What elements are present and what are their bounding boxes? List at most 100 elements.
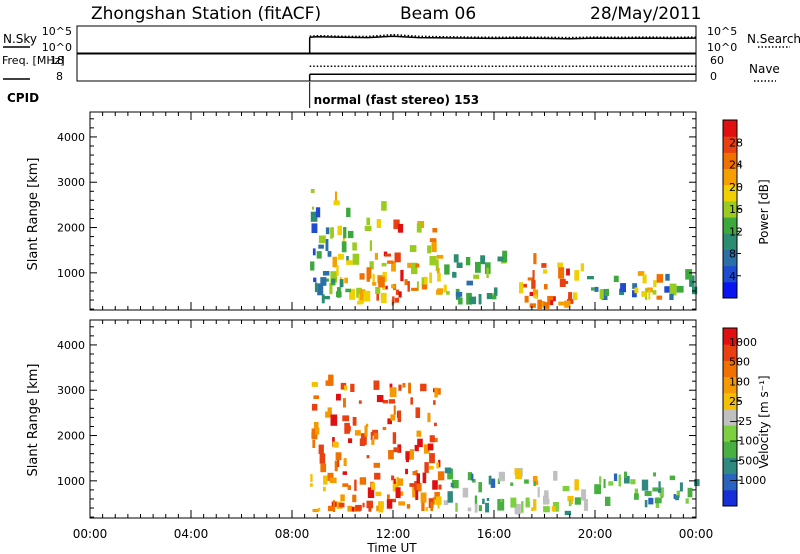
power-cell [580,263,584,272]
velocity-colorbar-segment [723,473,737,491]
velocity-colorbar-tick-label: −100 [729,435,759,448]
power-cell [369,261,374,270]
velocity-cell [430,502,433,511]
velocity-cell [432,497,436,505]
velocity-cell [355,504,362,511]
power-cell [421,284,427,290]
power-cell [394,252,401,263]
power-cell [435,259,439,271]
power-cell [669,283,677,296]
frequency-panel: Freq. [MHz] 18 8 60 0 Nave [2,53,780,83]
velocity-xtick-label: 00:00 [679,527,714,541]
velocity-cell [342,415,350,422]
velocity-cell [447,468,453,480]
velocity-cell [500,498,503,502]
noise-panel: N.Sky 10^5 10^0 10^5 10^0 N.Search [3,25,800,54]
power-cell [572,292,578,301]
beam-label: Beam 06 [400,4,476,24]
velocity-cell [392,481,399,492]
power-cell [311,223,318,233]
velocity-colorbar-tick-label: 500 [729,356,750,369]
velocity-cell [599,476,602,484]
velocity-cell [343,458,347,467]
power-cell [436,289,443,295]
velocity-cell [408,382,411,394]
power-cell [543,302,550,309]
power-cell [566,268,570,276]
station-title: Zhongshan Station (fitACF) [91,4,321,24]
power-colorbar-tick-label: 4 [729,270,736,283]
power-cell [381,201,387,211]
velocity-cell [327,407,332,414]
velocity-cell [313,421,319,433]
power-cell [311,206,315,210]
velocity-xtick-label: 04:00 [174,527,209,541]
velocity-cell [537,487,540,498]
velocity-cell [340,382,347,390]
velocity-cell [327,472,334,481]
velocity-cell [630,479,636,485]
power-cell [312,248,316,256]
velocity-cell [434,422,437,427]
velocity-cell [613,473,618,481]
power-colorbar-segment [723,136,737,153]
power-cell [387,260,394,264]
velocity-cell [567,495,574,501]
power-cell [407,281,410,292]
velocity-cell [392,432,397,444]
velocity-cell [388,450,394,460]
velocity-cell [317,507,321,512]
velocity-cell [603,478,606,489]
power-colorbar-tick-label: 20 [729,181,743,194]
power-cell [453,254,459,263]
velocity-xtick-label: 16:00 [477,527,512,541]
velocity-xtick-label: 20:00 [578,527,613,541]
power-cell [374,252,378,260]
velocity-cell [435,388,441,395]
power-cell [337,253,344,260]
velocity-cell [336,393,341,401]
velocity-cell [375,491,382,497]
velocity-cell [397,410,402,423]
power-cell [360,289,366,301]
noise-series-0 [309,35,697,40]
power-cell [325,227,330,235]
velocity-colorbar-segment [723,392,737,410]
velocity-cell [388,399,396,404]
velocity-cell [373,432,379,440]
power-cell [366,267,372,279]
power-cell [352,242,357,251]
velocity-cell [498,471,505,482]
nsky-tick-top: 10^5 [42,25,72,38]
velocity-cell [673,494,677,499]
nave-label: Nave [749,62,780,76]
velocity-cell [358,400,362,404]
power-cell [325,239,329,251]
date-label: 28/May/2011 [590,4,702,24]
velocity-ylabel: Slant Range [km] [26,364,41,477]
velocity-cell [337,457,340,468]
velocity-cell [389,383,393,390]
velocity-cell [574,479,579,491]
velocity-cell [382,400,388,404]
velocity-cell [574,497,581,505]
velocity-cell [594,484,601,495]
power-patch [310,189,338,304]
velocity-cell [389,387,397,398]
velocity-cell [467,507,472,512]
velocity-cell [433,400,436,405]
cpid-label: CPID [7,91,39,105]
velocity-cell [395,487,401,499]
velocity-cell [514,503,521,515]
velocity-cell [432,480,438,490]
velocity-cell [658,481,661,493]
velocity-cell [435,496,442,505]
velocity-cell [393,405,396,416]
power-cell [341,241,347,253]
power-cell [540,301,545,308]
power-cell [533,288,536,295]
velocity-cell [311,403,318,411]
velocity-cell [510,482,514,486]
power-cell [444,264,450,275]
velocity-cell [373,380,380,390]
